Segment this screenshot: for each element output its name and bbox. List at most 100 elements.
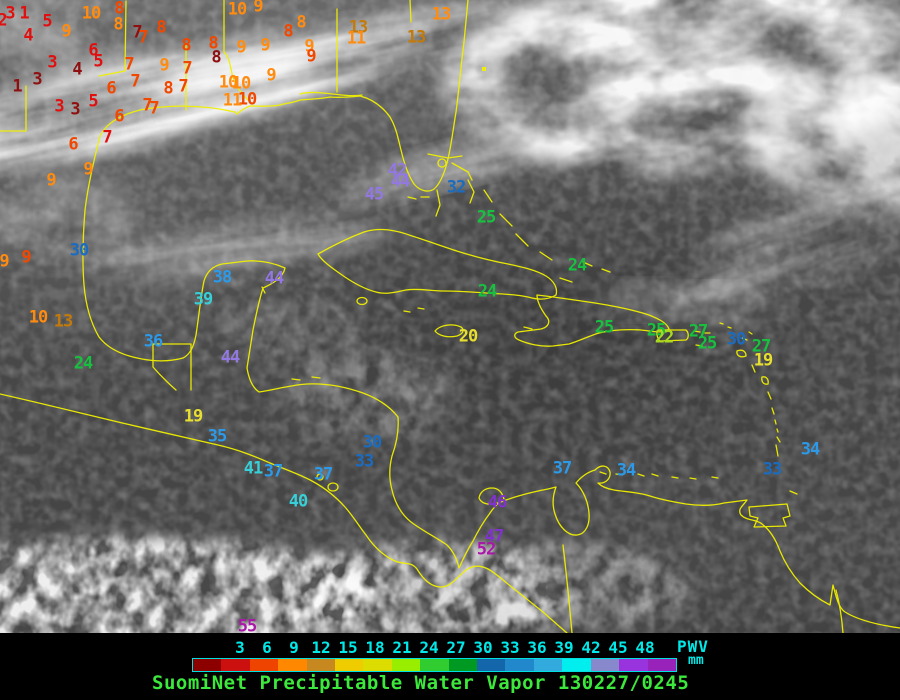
station-value: 25 [646,320,667,341]
station-value: 55 [237,616,258,633]
station-value: 9 [253,0,263,17]
colorbar-tick: 27 [446,638,466,657]
colorbar-tick: 6 [262,638,272,657]
colorbar-tick: 30 [473,638,493,657]
station-value: 8 [283,21,293,42]
station-value: 19 [183,406,204,427]
station-value: 39 [193,289,214,310]
station-value: 9 [21,247,31,268]
station-value: 8 [163,78,173,99]
mainland-coast [82,0,900,629]
station-value: 8 [211,47,221,68]
station-value: 5 [93,51,103,72]
station-value: 27 [688,321,709,342]
station-value: 33 [354,451,375,472]
colorbar-segment [619,659,648,671]
colorbar-tick: 15 [338,638,358,657]
station-value: 13 [431,4,452,25]
colorbar-segment [505,659,534,671]
colorbar-tick: 24 [419,638,439,657]
station-value: 8 [156,17,166,38]
station-value: 3 [5,3,15,24]
jamaica [434,324,464,338]
station-value: 6 [68,134,78,155]
station-value: 25 [476,207,497,228]
puerto-rico [656,329,689,342]
station-value: 9 [83,159,93,180]
coastline-layer [0,0,900,633]
colorbar-segment [647,659,676,671]
station-value: 24 [73,353,94,374]
station-value: 6 [88,40,98,61]
centam-borders [152,343,192,391]
colorbar-segment [448,659,478,671]
pwv-unit-label: mm [688,653,704,668]
station-value: 46 [487,492,508,513]
station-value: 9 [159,55,169,76]
colorbar-segment [533,659,563,671]
small-islands-west [261,286,425,381]
station-values-layer: 3 1 2 5 4 9 10 8 8 7 7 8 6 3 4 5 7 9 7 8 8 8 9 9 10 9 1 3 6 7 8 7 9 10 10 1… [0,0,820,633]
colorbar-tick: 39 [554,638,574,657]
station-value: 45 [364,184,385,205]
lake-okeechobee [437,158,447,168]
station-value: 3 [32,69,42,90]
station-value: 13 [406,27,427,48]
station-value: 37 [313,464,334,485]
colorbar-tick: 33 [500,638,520,657]
colorbar-tick: 3 [235,638,245,657]
station-value: 10 [237,89,258,110]
cuba [317,228,558,300]
satellite-map: 3 1 2 5 4 9 10 8 8 7 7 8 6 3 4 5 7 9 7 8 8 8 9 9 10 9 1 3 6 7 8 7 9 10 10 1… [0,0,900,633]
colorbar-tick: 42 [581,638,601,657]
station-value: 30 [69,240,90,261]
station-value: 1 [19,3,29,24]
map-overlay [0,0,900,633]
station-value: 30 [726,329,747,350]
station-value: 1 [12,76,22,97]
station-value: 5 [42,11,52,32]
station-value: 20 [458,326,479,347]
colorbar-segment [420,659,449,671]
station-value: 8 [181,35,191,56]
colorbar-tick: 12 [311,638,331,657]
colorbar-segment [590,659,620,671]
colorbar-segment [562,659,591,671]
station-value: 7 [138,27,148,48]
station-value: 10 [227,0,248,20]
station-value: 8 [113,14,123,35]
station-value: 36 [143,331,164,352]
station-value: 32 [446,177,467,198]
station-value: 9 [306,46,316,67]
station-value: 6 [114,106,124,127]
florida-keys [407,196,430,200]
station-value: 3 [54,96,64,117]
station-value: 2 [0,10,8,31]
station-value: 3 [47,52,57,73]
lesser-antilles [693,322,781,457]
station-value: 25 [697,333,718,354]
station-value: 9 [46,170,56,191]
station-value: 37 [263,461,284,482]
colorbar-segment [477,659,506,671]
colorbar-tick: 48 [635,638,655,657]
trinidad [748,490,798,528]
station-value: 3 [70,99,80,120]
station-value: 9 [260,35,270,56]
station-value: 7 [124,54,134,75]
station-value: 9 [61,21,71,42]
venezuela-islands [599,471,719,480]
colorbar-segment [363,659,392,671]
station-value: 41 [243,458,264,479]
station-value: 38 [212,267,233,288]
station-value: 40 [288,491,309,512]
station-value: 7 [132,22,142,43]
station-value: 24 [477,281,498,302]
colorbar-segment [306,659,336,671]
state-borders [0,0,412,132]
colorbar-tick: 9 [289,638,299,657]
bahamas [427,153,611,283]
station-value: 37 [552,458,573,479]
station-value: 27 [751,336,772,357]
